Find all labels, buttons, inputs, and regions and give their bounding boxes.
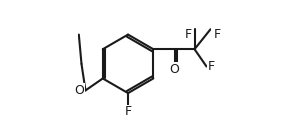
Text: F: F (184, 28, 192, 41)
Text: O: O (74, 84, 84, 97)
Text: O: O (170, 63, 179, 76)
Text: F: F (208, 60, 215, 73)
Text: F: F (214, 28, 221, 41)
Text: F: F (124, 105, 132, 118)
